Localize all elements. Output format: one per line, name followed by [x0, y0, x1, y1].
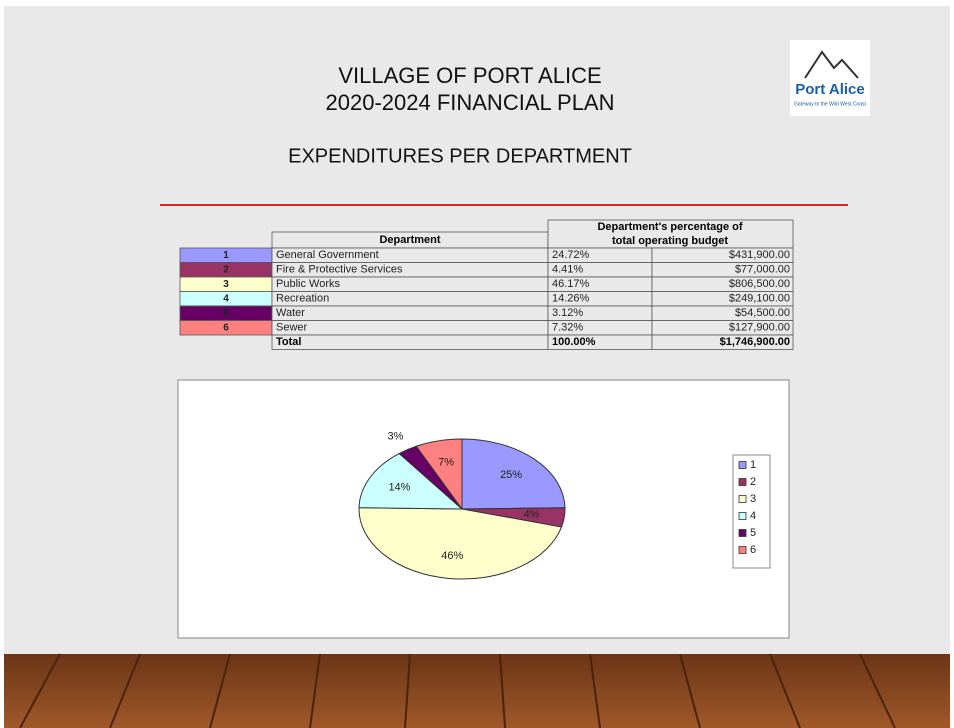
percentage: 4.41%	[552, 264, 583, 276]
logo-tagline: Gateway to the Wild West Coast	[794, 101, 866, 107]
table-cell	[271, 334, 549, 350]
table: Department Department's percentage of tota…	[179, 219, 794, 350]
legend-swatch	[738, 478, 747, 486]
row-number: 1	[223, 250, 229, 261]
row-number: 5	[223, 308, 229, 319]
row-number: 4	[223, 293, 229, 304]
logo-mountain	[804, 50, 859, 79]
slice-label: 46%	[441, 550, 463, 562]
total-amount: $1,746,900.00	[720, 336, 790, 348]
slice-label: 7%	[438, 457, 454, 469]
percentage: 46.17%	[552, 278, 590, 290]
legend	[732, 454, 771, 569]
legend-label: 2	[750, 476, 756, 488]
legend-swatch	[738, 512, 747, 520]
row-number: 2	[223, 264, 229, 275]
department: Water	[276, 307, 305, 319]
pie-slice	[415, 438, 463, 511]
amount: $77,000.00	[735, 264, 790, 276]
title-line: 2020-2024 FINANCIAL PLAN	[326, 90, 615, 115]
pie-slice	[358, 452, 464, 510]
percentage: 7.32%	[552, 322, 583, 334]
department: Sewer	[276, 322, 308, 334]
percentage: 14.26%	[552, 293, 590, 305]
legend-swatch	[738, 546, 747, 554]
legend-label: 4	[750, 510, 756, 522]
department: General Government	[276, 249, 379, 261]
legend-label: 6	[750, 544, 756, 556]
table-cell	[271, 305, 549, 321]
slice-label: 3%	[388, 430, 404, 442]
legend-swatch	[738, 529, 747, 537]
percentage: 3.12%	[552, 307, 583, 319]
table-cell	[271, 320, 549, 336]
row-number: 6	[223, 322, 229, 333]
row-number: 3	[223, 279, 229, 290]
total-percentage: 100.00%	[552, 336, 596, 348]
legend-swatch	[738, 495, 747, 503]
percentage: 24.72%	[552, 249, 590, 261]
slice-label: 14%	[388, 481, 410, 493]
department: Fire & Protective Services	[276, 264, 403, 276]
table-cell	[651, 334, 794, 350]
legend-label: 3	[750, 493, 756, 505]
pie-slice	[461, 438, 566, 510]
title-line: VILLAGE OF PORT ALICE	[338, 63, 601, 88]
floor-planks	[19, 653, 896, 728]
amount: $127,900.00	[729, 322, 790, 334]
table-cell	[547, 219, 794, 249]
amount: $431,900.00	[729, 249, 790, 261]
legend-swatch	[738, 461, 747, 469]
legend-label: 5	[750, 527, 756, 539]
legend-label: 1	[750, 459, 756, 471]
slice-label: 25%	[500, 469, 522, 481]
column-header: total operating budget	[612, 235, 728, 247]
amount: $806,500.00	[729, 278, 790, 290]
column-header: Department	[379, 234, 440, 246]
column-header: Department's percentage of	[597, 221, 742, 233]
department: Public Works	[276, 278, 340, 290]
pie-slice	[358, 507, 563, 580]
pie-chart: 25%14%246%314%43%57%6	[358, 430, 756, 580]
amount: $54,500.00	[735, 307, 790, 319]
floor	[4, 654, 950, 728]
logo-name: Port Alice	[795, 81, 864, 98]
subtitle: EXPENDITURES PER DEPARTMENT	[288, 145, 632, 167]
total-label: Total	[276, 336, 301, 348]
department: Recreation	[276, 293, 329, 305]
slice-label: 4%	[524, 509, 540, 521]
amount: $249,100.00	[729, 293, 790, 305]
